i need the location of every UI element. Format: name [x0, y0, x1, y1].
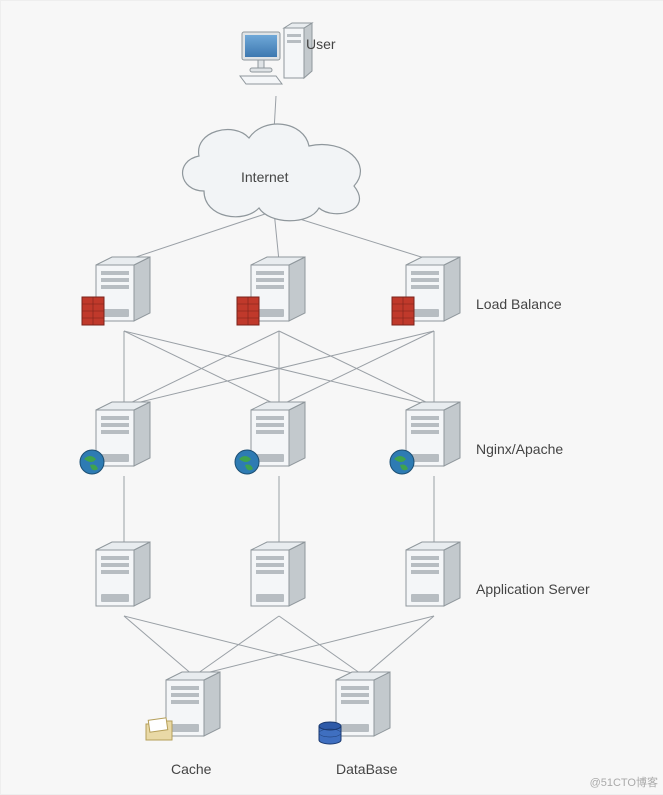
- node-app1: [96, 542, 150, 606]
- node-web2: [235, 402, 305, 474]
- node-app2: [251, 542, 305, 606]
- label-user: User: [306, 36, 336, 52]
- label-internet: Internet: [241, 169, 288, 185]
- label-web: Nginx/Apache: [476, 441, 563, 457]
- node-cache: [146, 672, 220, 740]
- node-user: [240, 23, 312, 84]
- label-cache: Cache: [171, 761, 211, 777]
- node-web1: [80, 402, 150, 474]
- diagram-canvas: User Internet Load Balance Nginx/Apache …: [0, 0, 663, 795]
- node-lb3: [392, 257, 460, 325]
- label-app: Application Server: [476, 581, 590, 597]
- label-lb: Load Balance: [476, 296, 562, 312]
- watermark: @51CTO博客: [590, 774, 658, 790]
- node-lb1: [82, 257, 150, 325]
- nodes: [80, 23, 460, 744]
- diagram-svg: [1, 1, 663, 794]
- node-db: [319, 672, 390, 744]
- node-app3: [406, 542, 460, 606]
- node-lb2: [237, 257, 305, 325]
- node-web3: [390, 402, 460, 474]
- label-db: DataBase: [336, 761, 397, 777]
